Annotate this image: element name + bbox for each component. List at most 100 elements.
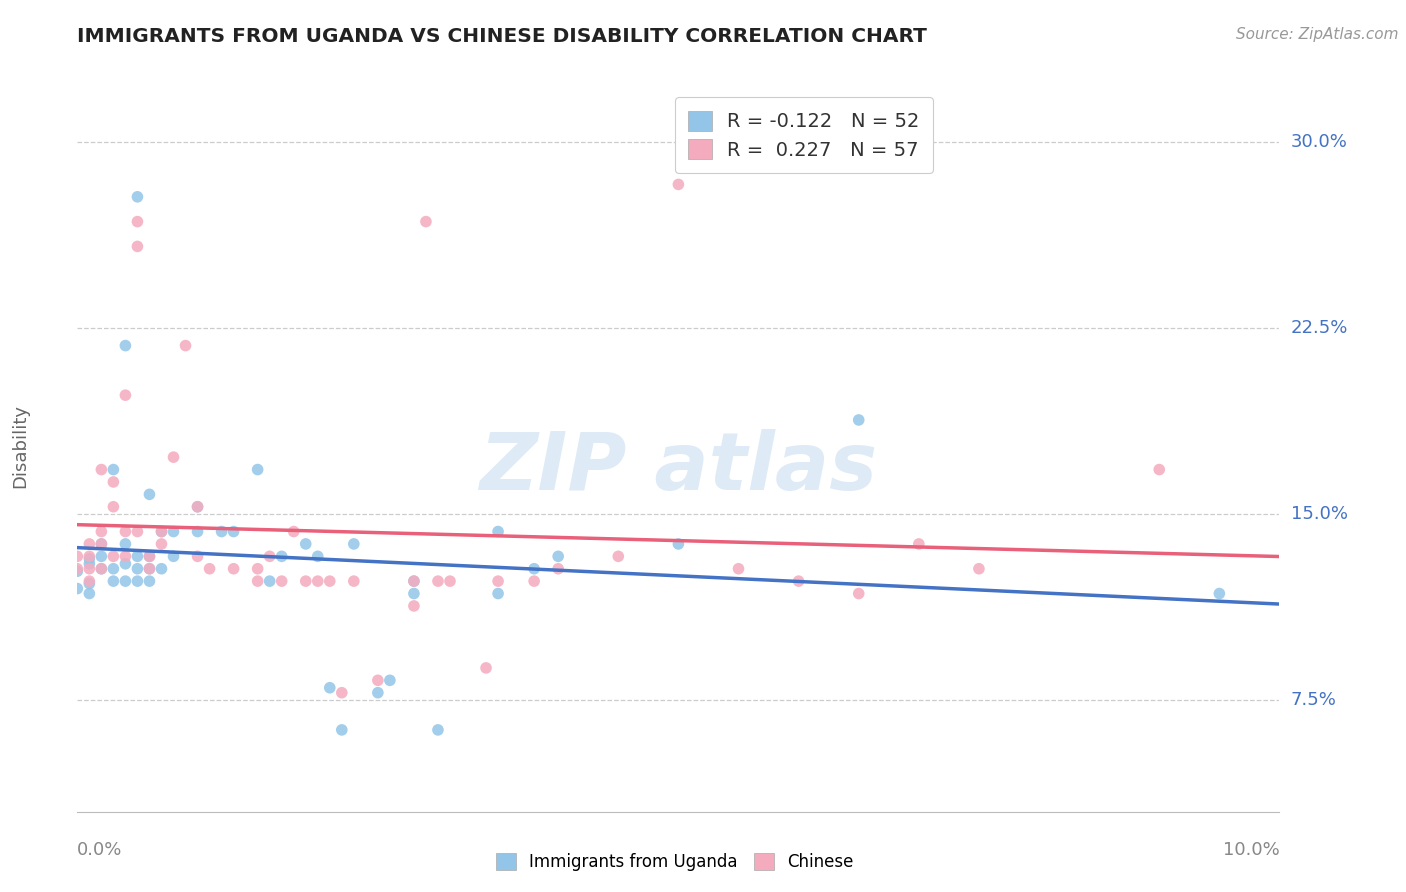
Point [848,586,870,600]
Text: Disability: Disability [11,404,30,488]
Point [294,574,316,588]
Text: 15.0%: 15.0% [1291,505,1347,524]
Point [127,239,149,253]
Point [127,574,149,588]
Point [66,564,89,578]
Point [103,549,125,564]
Point [486,524,509,539]
Point [114,574,136,588]
Point [270,574,292,588]
Point [90,537,112,551]
Point [162,524,184,539]
Point [402,574,425,588]
Point [150,562,173,576]
Point [415,214,437,228]
Point [1149,462,1171,476]
Point [319,681,342,695]
Point [259,574,281,588]
Point [427,574,450,588]
Point [103,462,125,476]
Point [908,537,931,551]
Text: 30.0%: 30.0% [1291,133,1347,152]
Point [211,524,233,539]
Text: 10.0%: 10.0% [1223,841,1279,859]
Point [114,524,136,539]
Point [330,723,353,737]
Point [138,562,160,576]
Point [138,549,160,564]
Text: IMMIGRANTS FROM UGANDA VS CHINESE DISABILITY CORRELATION CHART: IMMIGRANTS FROM UGANDA VS CHINESE DISABI… [77,27,927,45]
Text: 22.5%: 22.5% [1291,319,1348,337]
Point [103,574,125,588]
Point [186,500,209,514]
Point [186,524,209,539]
Point [186,549,209,564]
Point [174,338,197,352]
Point [486,574,509,588]
Point [127,214,149,228]
Point [127,562,149,576]
Text: ZIP atlas: ZIP atlas [479,429,877,507]
Point [607,549,630,564]
Point [162,549,184,564]
Point [439,574,461,588]
Text: 0.0%: 0.0% [77,841,122,859]
Point [103,562,125,576]
Point [270,549,292,564]
Point [138,562,160,576]
Point [138,487,160,501]
Point [1208,586,1230,600]
Point [307,574,329,588]
Point [343,574,366,588]
Point [307,549,329,564]
Point [66,549,89,564]
Point [79,551,101,566]
Point [114,549,136,564]
Point [475,661,498,675]
Point [246,574,269,588]
Point [114,537,136,551]
Point [283,524,305,539]
Point [90,537,112,551]
Point [427,723,450,737]
Point [367,673,389,688]
Point [330,686,353,700]
Point [90,524,112,539]
Point [246,562,269,576]
Point [343,537,366,551]
Point [848,413,870,427]
Point [547,549,569,564]
Legend: R = -0.122   N = 52, R =  0.227   N = 57: R = -0.122 N = 52, R = 0.227 N = 57 [675,97,934,173]
Point [150,524,173,539]
Point [402,586,425,600]
Point [246,462,269,476]
Point [114,388,136,402]
Point [486,586,509,600]
Point [103,475,125,489]
Point [787,574,810,588]
Point [150,524,173,539]
Point [79,537,101,551]
Point [198,562,221,576]
Point [79,574,101,588]
Point [668,178,690,192]
Point [222,524,245,539]
Point [66,582,89,596]
Point [162,450,184,465]
Point [402,599,425,613]
Point [79,586,101,600]
Point [186,500,209,514]
Point [90,562,112,576]
Point [967,562,990,576]
Point [79,576,101,591]
Point [90,562,112,576]
Legend: Immigrants from Uganda, Chinese: Immigrants from Uganda, Chinese [488,845,862,880]
Point [79,549,101,564]
Point [150,537,173,551]
Point [259,549,281,564]
Point [138,574,160,588]
Text: 7.5%: 7.5% [1291,691,1337,709]
Point [79,562,101,576]
Point [727,562,749,576]
Point [547,562,569,576]
